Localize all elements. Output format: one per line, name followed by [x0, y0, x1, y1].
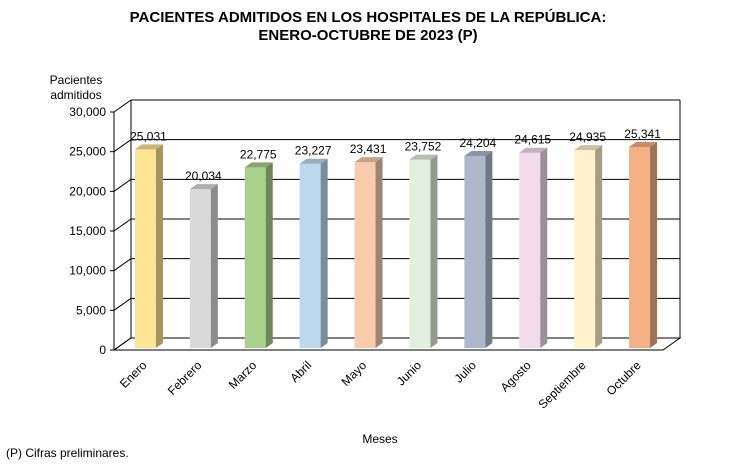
bar-front	[134, 149, 156, 348]
data-label: 23,227	[295, 144, 332, 158]
y-tick-label: 0	[99, 343, 106, 357]
bar-marzo	[244, 162, 273, 348]
y-tick-label: 5,000	[76, 303, 106, 317]
x-tick-label: Febrero	[165, 358, 205, 398]
gridline-side	[113, 178, 132, 192]
bar-side	[485, 150, 493, 348]
bar-top	[519, 147, 548, 153]
data-label: 20,034	[185, 169, 222, 183]
y-tick-label: 30,000	[69, 105, 106, 119]
data-label: 23,752	[405, 140, 442, 154]
bar-front	[519, 152, 541, 348]
bar-abril	[299, 158, 328, 348]
data-label: 25,031	[130, 129, 167, 143]
x-tick-label: Marzo	[226, 358, 260, 392]
gridline-side	[113, 258, 132, 272]
bar-front	[409, 159, 431, 348]
bar-agosto	[519, 147, 548, 348]
bar-top	[244, 162, 273, 168]
x-tick-label: Junio	[394, 358, 424, 388]
gridline-side	[113, 99, 132, 113]
bar-front	[629, 146, 651, 348]
bar-side	[320, 158, 328, 348]
x-axis-label: Meses	[362, 432, 398, 446]
chart-title-line1: PACIENTES ADMITIDOS EN LOS HOSPITALES DE…	[129, 9, 607, 26]
bar-side	[650, 141, 658, 348]
bar-top	[354, 157, 383, 163]
footnote: (P) Cifras preliminares.	[6, 446, 129, 460]
bar-top	[134, 144, 163, 150]
bar-front	[189, 189, 211, 348]
y-tick-label: 10,000	[69, 264, 106, 278]
y-tick-label: 25,000	[69, 145, 106, 159]
bar-enero	[134, 144, 163, 348]
bar-top	[299, 158, 328, 164]
bar-side	[430, 154, 438, 348]
bar-side	[540, 147, 548, 348]
floor	[112, 337, 682, 351]
chart-subtitle: ENERO-OCTUBRE DE 2023 (P)	[258, 27, 478, 44]
bar-front	[299, 163, 321, 348]
bar-side	[155, 144, 163, 348]
bar-front	[464, 155, 486, 348]
x-tick-label: Septiembre	[535, 358, 589, 412]
bar-front	[574, 150, 596, 348]
data-label: 23,431	[350, 142, 387, 156]
gridline-side	[113, 139, 132, 153]
bar-mayo	[354, 157, 383, 348]
bar-top	[629, 141, 658, 147]
y-axis-label: Pacientes admitidos	[49, 73, 103, 102]
data-label: 24,204	[459, 136, 496, 150]
bar-top	[189, 184, 218, 190]
data-label: 24,615	[514, 133, 551, 147]
bar-side	[375, 157, 383, 348]
data-label: 22,775	[240, 147, 277, 161]
bar-side	[595, 145, 603, 348]
bar-junio	[409, 154, 438, 348]
bar-side	[265, 162, 273, 348]
bar-septiembre	[574, 145, 603, 348]
y-tick-label: 20,000	[69, 184, 106, 198]
x-tick-label: Mayo	[339, 358, 370, 389]
bar-julio	[464, 150, 493, 348]
y-tick-label: 15,000	[69, 224, 106, 238]
bar-front	[244, 167, 266, 348]
bar-octubre	[629, 141, 658, 348]
x-tick-label: Enero	[117, 358, 150, 391]
data-label: 25,341	[624, 127, 661, 141]
bar-febrero	[189, 184, 218, 348]
bar-top	[409, 154, 438, 160]
chart-title: PACIENTES ADMITIDOS EN LOS HOSPITALES DE…	[0, 9, 736, 45]
bar-top	[464, 150, 493, 156]
data-label: 24,935	[569, 130, 606, 144]
gridline-side	[113, 297, 132, 311]
x-tick-label: Abril	[287, 358, 314, 385]
bar-front	[354, 162, 376, 348]
bar-side	[210, 184, 218, 348]
gridline-side	[113, 218, 132, 232]
x-tick-label: Agosto	[498, 358, 535, 395]
bar-top	[574, 145, 603, 151]
x-tick-label: Octubre	[604, 358, 644, 398]
x-tick-label: Julio	[452, 358, 480, 386]
